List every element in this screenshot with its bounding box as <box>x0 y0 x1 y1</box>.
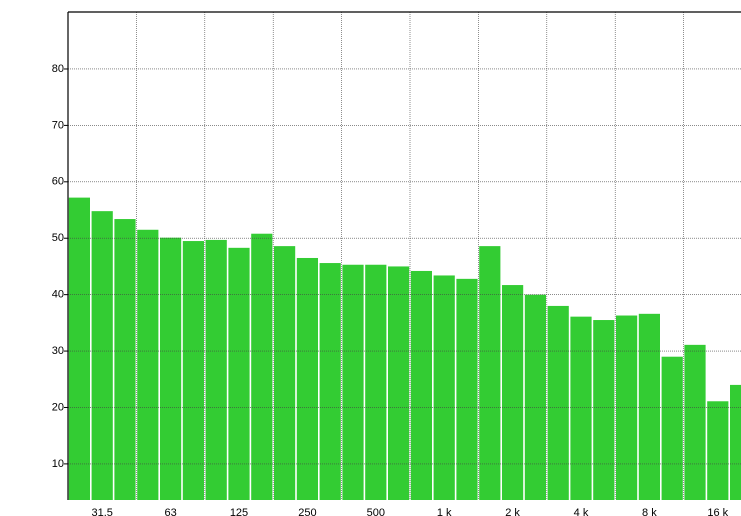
y-tick-label: 20 <box>52 401 64 413</box>
y-tick-label: 80 <box>52 63 64 75</box>
bar <box>365 264 387 500</box>
x-tick-label: 500 <box>367 507 385 516</box>
y-tick-label: 10 <box>52 458 64 470</box>
x-tick-label: 4 k <box>574 507 589 516</box>
x-tick-label: 31.5 <box>91 507 112 516</box>
bar <box>684 344 706 500</box>
bar <box>342 264 364 500</box>
y-tick-label: 70 <box>52 119 64 131</box>
bar <box>661 356 683 500</box>
y-tick-label: 30 <box>52 345 64 357</box>
x-tick-label: 2 k <box>505 507 520 516</box>
y-tick-label: 40 <box>52 289 64 301</box>
bar <box>570 316 592 500</box>
bar <box>410 270 432 500</box>
bar <box>296 257 318 500</box>
x-tick-label: 125 <box>230 507 248 516</box>
bar <box>228 247 250 500</box>
bar <box>524 294 546 500</box>
bar <box>593 320 615 500</box>
x-tick-label: 8 k <box>642 507 657 516</box>
y-tick-label: 50 <box>52 232 64 244</box>
bar <box>205 239 227 500</box>
y-tick-label: 60 <box>52 176 64 188</box>
bar <box>479 246 501 500</box>
bar <box>502 285 524 500</box>
bar <box>456 278 478 500</box>
bar <box>114 219 136 500</box>
x-tick-label: 250 <box>298 507 316 516</box>
bar <box>274 246 296 500</box>
bar <box>68 197 90 500</box>
bar <box>91 211 113 500</box>
bar <box>137 229 159 500</box>
bar <box>182 241 204 500</box>
x-tick-label: 63 <box>164 507 176 516</box>
bar <box>638 313 660 500</box>
x-tick-label: 16 k <box>707 507 728 516</box>
bar <box>547 305 569 500</box>
bar <box>319 263 341 500</box>
bar <box>730 384 741 500</box>
bar <box>388 266 410 500</box>
bar <box>707 401 729 500</box>
bar <box>251 233 273 500</box>
bar <box>433 275 455 500</box>
x-tick-label: 1 k <box>437 507 452 516</box>
bar <box>160 237 182 500</box>
